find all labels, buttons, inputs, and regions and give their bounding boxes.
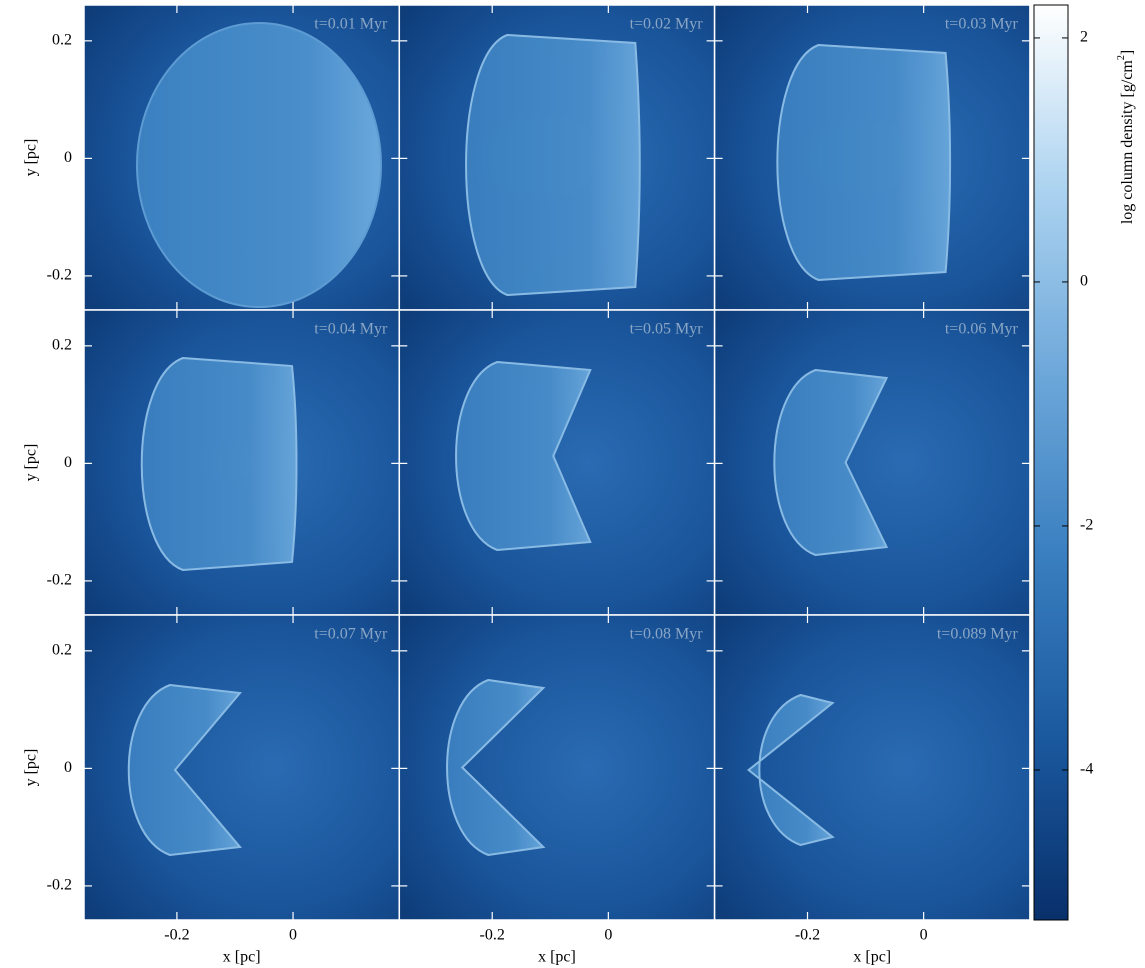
y-tick-label: 0.2 <box>52 32 72 49</box>
panel-label: t=0.05 Myr <box>630 321 704 338</box>
panel: t=0.06 Myr <box>715 310 1030 615</box>
colorbar-label-text: log column density [g/cm <box>1119 60 1136 225</box>
x-tick-label: 0 <box>604 927 612 944</box>
colorbar-label-end: ] <box>1119 50 1136 55</box>
panel-label: t=0.04 Myr <box>314 321 388 338</box>
cloud <box>137 23 381 307</box>
y-tick-label: 0 <box>64 759 72 776</box>
y-tick-label: -0.2 <box>47 267 72 284</box>
y-tick-label: -0.2 <box>47 877 72 894</box>
cloud <box>142 358 297 570</box>
colorbar <box>1034 5 1068 920</box>
colorbar-tick-label: 0 <box>1080 273 1088 290</box>
x-axis-label: x [pc] <box>538 949 576 966</box>
panel-label: t=0.08 Myr <box>630 626 704 643</box>
panel: t=0.01 Myr <box>84 5 399 310</box>
colorbar-tick-label: 2 <box>1080 29 1088 46</box>
panel-image <box>715 615 1030 920</box>
panel-label: t=0.089 Myr <box>937 626 1019 643</box>
x-axis-label: x [pc] <box>853 949 891 966</box>
y-tick-label: 0 <box>64 454 72 471</box>
x-axis-label: x [pc] <box>223 949 261 966</box>
panel: t=0.089 Myr <box>715 615 1030 920</box>
panel-label: t=0.03 Myr <box>945 16 1019 33</box>
x-tick-label: 0 <box>289 927 297 944</box>
panel: t=0.04 Myr <box>84 310 399 615</box>
figure: t=0.01 Myr -0.2 0 0.2 y [pc] t=0.02 Myr t=0.03… <box>0 0 1145 968</box>
panel-image <box>715 310 1030 615</box>
panel: t=0.07 Myr <box>84 615 399 920</box>
panel-label: t=0.02 Myr <box>630 16 704 33</box>
panel: t=0.05 Myr <box>399 310 714 615</box>
x-tick-label: -0.2 <box>795 927 820 944</box>
y-tick-label: 0 <box>64 149 72 166</box>
panel: t=0.02 Myr <box>399 5 714 310</box>
x-tick-label: -0.2 <box>480 927 505 944</box>
panel-label: t=0.07 Myr <box>314 626 388 643</box>
x-tick-label: -0.2 <box>164 927 189 944</box>
colorbar-tick-label: -2 <box>1080 517 1093 534</box>
y-axis-label: y [pc] <box>23 139 40 177</box>
colorbar-tick-label: -4 <box>1080 761 1093 778</box>
x-tick-label: 0 <box>920 927 928 944</box>
panel-label: t=0.01 Myr <box>314 16 388 33</box>
y-tick-label: 0.2 <box>52 337 72 354</box>
y-tick-label: -0.2 <box>47 572 72 589</box>
panel: t=0.03 Myr <box>715 5 1030 310</box>
cloud <box>777 45 950 280</box>
panel: t=0.08 Myr <box>399 615 714 920</box>
y-axis-label: y [pc] <box>23 444 40 482</box>
y-axis-label: y [pc] <box>23 749 40 787</box>
y-tick-label: 0.2 <box>52 642 72 659</box>
panel-label: t=0.06 Myr <box>945 321 1019 338</box>
colorbar-label: log column density [g/cm2] <box>1116 50 1135 224</box>
cloud <box>466 35 640 295</box>
